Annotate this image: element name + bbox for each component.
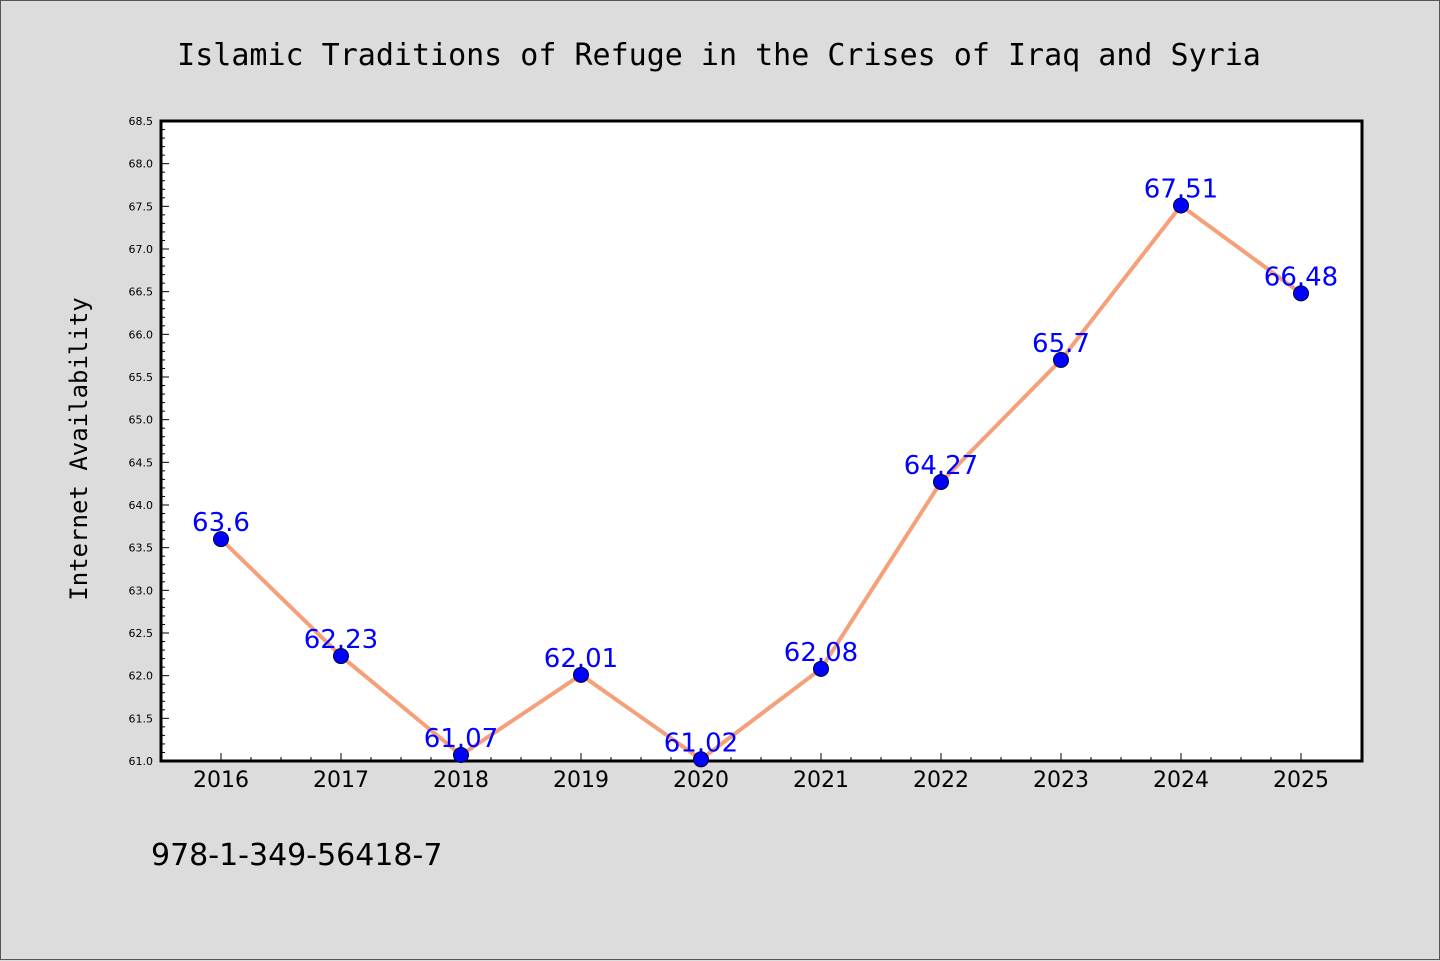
x-tick-label: 2016 <box>193 768 249 793</box>
series-group: 63.6 62.23 61.07 62.01 61.02 62.08 64.27 65.7 67… <box>192 174 1338 768</box>
data-point <box>693 751 709 768</box>
y-tick-label: 64.5 <box>129 456 154 469</box>
x-tick-label: 2018 <box>433 768 489 793</box>
data-point <box>333 648 349 665</box>
chart-title: Islamic Traditions of Refuge in the Cris… <box>177 38 1261 73</box>
y-tick-label: 68.5 <box>129 115 154 128</box>
y-tick-label: 67.5 <box>129 200 154 213</box>
x-tick-label: 2021 <box>793 768 849 793</box>
plot-area <box>159 119 1364 763</box>
y-tick-label: 63.5 <box>129 542 154 555</box>
footer-isbn: 978-1-349-56418-7 <box>151 838 442 873</box>
y-tick-label: 62.0 <box>129 670 154 683</box>
x-tick-label: 2017 <box>313 768 369 793</box>
data-label: 63.6 <box>192 508 250 538</box>
data-label: 61.07 <box>424 724 498 754</box>
data-label: 61.02 <box>664 728 738 758</box>
data-label: 62.01 <box>544 644 618 674</box>
y-tick-label: 61.5 <box>129 712 154 725</box>
x-tick-label: 2019 <box>553 768 609 793</box>
y-axis-ticks: 61.0 61.5 62.0 62.5 63.0 63.5 64.0 64.5 65.0 65.5… <box>129 115 169 768</box>
y-tick-label: 66.0 <box>129 328 154 341</box>
y-tick-label: 68.0 <box>129 158 154 171</box>
data-label: 66.48 <box>1264 262 1338 292</box>
y-tick-label: 64.0 <box>129 499 154 512</box>
data-point <box>213 531 229 548</box>
data-label: 64.27 <box>904 451 978 481</box>
data-label: 65.7 <box>1032 329 1090 359</box>
y-tick-label: 67.0 <box>129 243 154 256</box>
data-point <box>933 473 949 490</box>
data-point <box>813 660 829 677</box>
x-tick-label: 2020 <box>673 768 729 793</box>
data-label: 67.51 <box>1144 174 1218 204</box>
data-label: 62.23 <box>304 625 378 655</box>
data-point <box>573 666 589 683</box>
x-axis-ticks: 2016 2017 2018 2019 2020 2021 2022 2023 2024 2025 <box>193 753 1329 793</box>
x-tick-label: 2024 <box>1153 768 1209 793</box>
y-tick-label: 66.5 <box>129 286 154 299</box>
x-tick-label: 2023 <box>1033 768 1089 793</box>
x-tick-label: 2022 <box>913 768 969 793</box>
data-point <box>1053 351 1069 368</box>
y-axis-label: Internet Availability <box>65 297 93 600</box>
data-point <box>1173 197 1189 214</box>
y-tick-label: 63.0 <box>129 584 154 597</box>
y-tick-label: 62.5 <box>129 627 154 640</box>
data-label: 62.08 <box>784 638 858 668</box>
x-tick-label: 2025 <box>1273 768 1329 793</box>
data-point <box>1293 285 1309 302</box>
series-line <box>219 203 1303 762</box>
y-tick-label: 61.0 <box>129 755 154 768</box>
data-point <box>453 747 469 764</box>
y-tick-label: 65.0 <box>129 414 154 427</box>
y-tick-label: 65.5 <box>129 371 154 384</box>
